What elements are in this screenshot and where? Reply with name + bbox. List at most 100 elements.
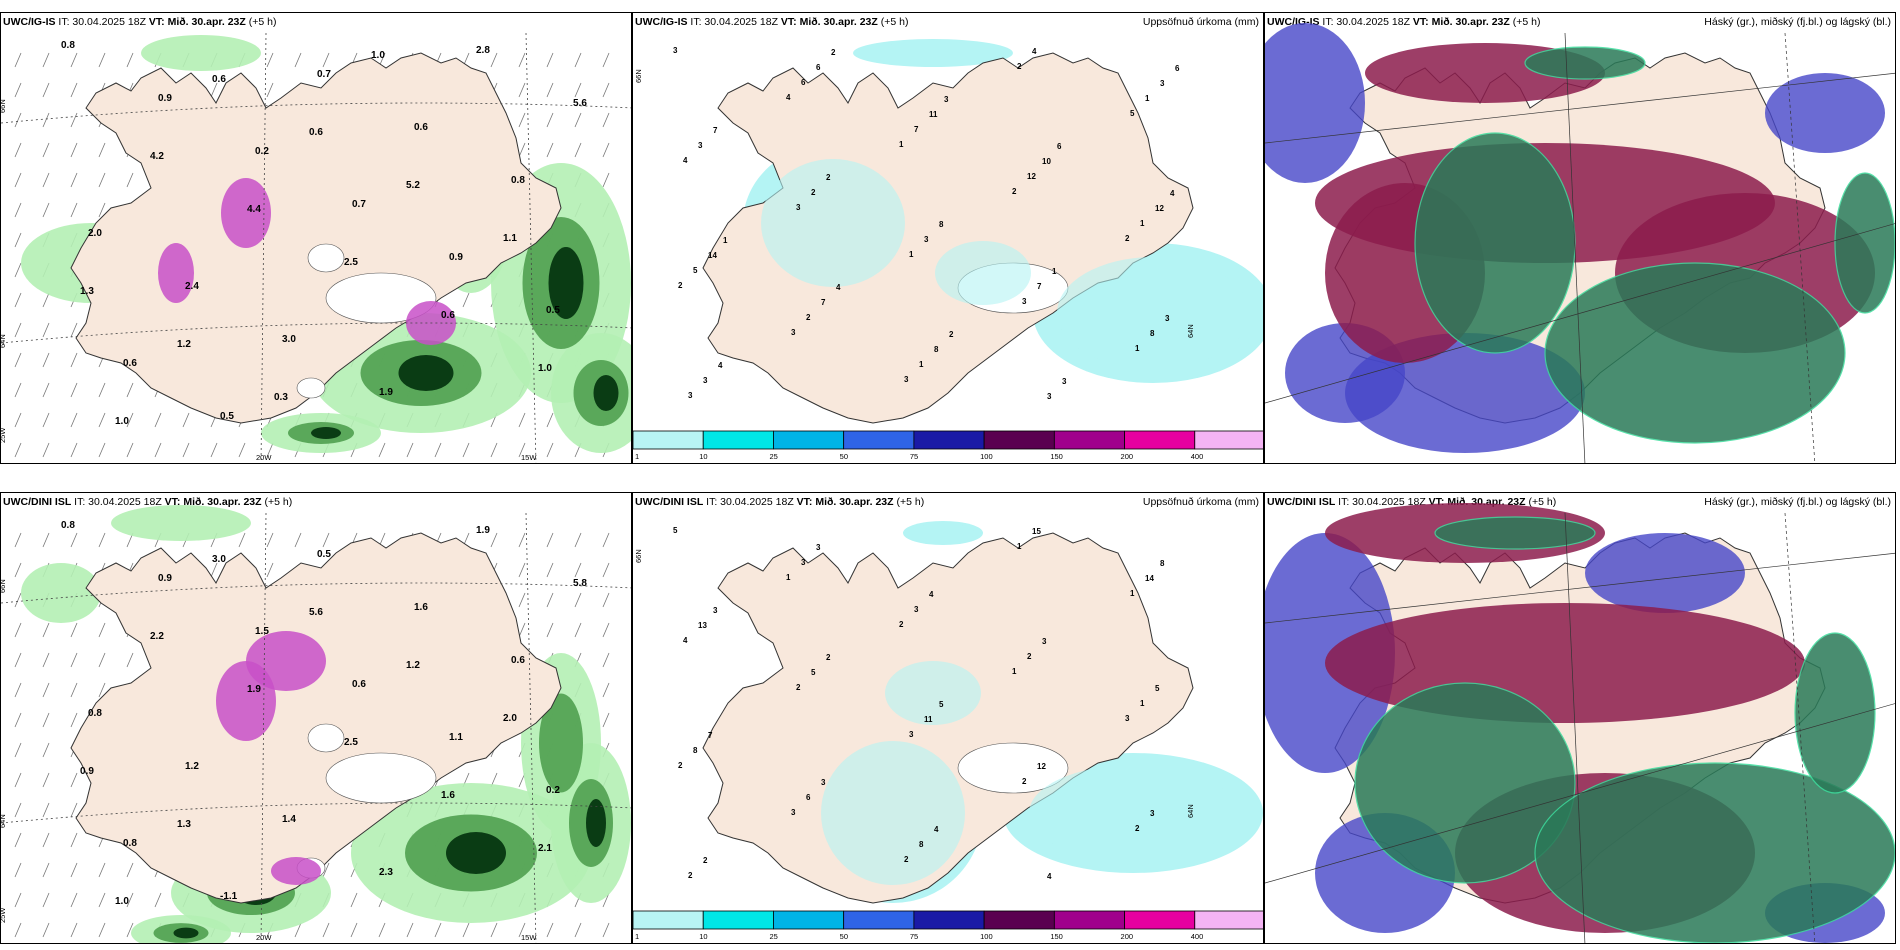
- wind-value-label: 5.8: [573, 578, 587, 589]
- wind-barb: [14, 682, 22, 698]
- wind-barb: [14, 382, 22, 398]
- grid-line: [1265, 72, 1895, 144]
- precip-value-label: 4: [683, 636, 688, 645]
- wind-value-label: 0.6: [414, 122, 428, 133]
- precip-value-label: 1: [1145, 94, 1150, 103]
- wind-value-label: 0.9: [158, 93, 172, 104]
- wind-barb: [70, 652, 78, 668]
- precip-map: 3412223325431313671215214132378361110121…: [633, 39, 1263, 461]
- high-cloud: [1354, 682, 1576, 884]
- map-layers: [1265, 503, 1895, 943]
- wind-barb: [406, 442, 414, 458]
- precip-value-label: 4: [718, 361, 723, 370]
- precip-value-label: 3: [673, 46, 678, 55]
- wind-barb: [238, 442, 246, 458]
- precip-area-overlay: [885, 661, 981, 725]
- wind-barb: [294, 532, 302, 548]
- precip-value-label: 2: [678, 281, 683, 290]
- wind-barb: [546, 622, 554, 638]
- precip-area-overlay: [821, 741, 965, 885]
- colorbar-swatch: [913, 430, 985, 450]
- precip-value-label: 2: [1017, 62, 1022, 71]
- wind-value-label: 1.3: [177, 819, 191, 830]
- snow-area: [271, 857, 321, 885]
- wind-barb: [98, 442, 106, 458]
- wind-value-label: 0.5: [317, 549, 331, 560]
- wind-barb: [42, 172, 50, 188]
- colorbar-tick-label: 200: [1121, 932, 1134, 941]
- precip-value-label: 2: [1027, 652, 1032, 661]
- wind-barb: [546, 442, 554, 458]
- wind-barb: [546, 412, 554, 428]
- precip-value-label: 6: [1057, 142, 1062, 151]
- precip-value-label: 2: [826, 653, 831, 662]
- wind-value-label: 0.2: [546, 785, 560, 796]
- wind-value-label: 0.9: [449, 252, 463, 263]
- wind-map: 66N 64N 20W 15W 25W 0.8 0.9 1.5 0.6 1.1 0.2 0.8 -1.1…: [1, 505, 631, 943]
- wind-barb: [546, 922, 554, 938]
- wind-value-label: 2.8: [476, 45, 490, 56]
- longitude-line: [525, 32, 537, 463]
- wind-barb: [70, 622, 78, 638]
- precip-value-label: 14: [708, 251, 717, 260]
- wind-value-label: 2.5: [344, 257, 358, 268]
- map-layers: 66N 64N 20W 15W 25W 0.8 0.9 1.5 0.6 1.1 0.2 0.8 -1.1…: [1, 505, 631, 943]
- wind-barb: [602, 922, 610, 938]
- wind-barb: [42, 832, 50, 848]
- precip-value-label: 1: [1130, 589, 1135, 598]
- precip-title: Uppsöfnuð úrkoma (mm): [1142, 16, 1259, 28]
- precip-value-label: 12: [1027, 172, 1036, 181]
- wind-barb: [42, 802, 50, 818]
- wind-barb: [602, 682, 610, 698]
- wind-barb: [42, 532, 50, 548]
- colorbar-swatch: [843, 430, 915, 450]
- wind-value-label: 0.7: [352, 199, 366, 210]
- precip-area-overlay: [935, 241, 1031, 305]
- wind-barb: [14, 802, 22, 818]
- wind-barb: [14, 82, 22, 98]
- precip-area-heavy: [586, 799, 606, 847]
- wind-barb: [518, 562, 526, 578]
- wind-barb: [462, 442, 470, 458]
- wind-barb: [42, 682, 50, 698]
- wind-value-label: 0.3: [274, 392, 288, 403]
- colorbar-swatch: [1124, 430, 1196, 450]
- colorbar-tick-label: 10: [699, 932, 707, 941]
- precip-value-label: 13: [698, 621, 707, 630]
- precip-value-label: 5: [811, 668, 816, 677]
- precip-value-label: 6: [806, 793, 811, 802]
- wind-value-label: 5.2: [406, 180, 420, 191]
- glacier: [296, 377, 326, 399]
- panel-header: UWC/IG-IS IT: 30.04.2025 18Z VT: Mið. 30…: [1267, 16, 1541, 28]
- wind-barb: [98, 652, 106, 668]
- precip-value-label: 2: [806, 313, 811, 322]
- wind-map: 66N 64N 20W 15W 25W 0.8 0.9 0.2 0.7 0.9 0.5 0.6 0.5 0…: [1, 32, 631, 463]
- precip-value-label: 3: [1047, 392, 1052, 401]
- wind-barb: [70, 52, 78, 68]
- wind-value-label: 1.0: [115, 416, 129, 427]
- high-cloud: [1834, 172, 1895, 314]
- colorbar-swatch: [1124, 910, 1196, 930]
- panel-header: UWC/DINI ISL IT: 30.04.2025 18Z VT: Mið.…: [635, 496, 925, 508]
- wind-barb: [98, 532, 106, 548]
- wind-barb: [42, 292, 50, 308]
- cloud-map: [1265, 503, 1895, 943]
- precip-value-label: 3: [1042, 637, 1047, 646]
- colorbar-tick-label: 50: [840, 932, 848, 941]
- wind-barb: [126, 892, 134, 908]
- wind-barb: [378, 442, 386, 458]
- low-cloud: [1765, 73, 1885, 153]
- precip-value-label: 8: [1160, 559, 1165, 568]
- wind-barb: [70, 862, 78, 878]
- wind-barb: [602, 652, 610, 668]
- wind-barb: [602, 112, 610, 128]
- precip-value-label: 4: [836, 283, 841, 292]
- wind-value-label: 1.2: [177, 339, 191, 350]
- wind-barb: [518, 142, 526, 158]
- high-cloud: [1414, 132, 1576, 354]
- colorbar-tick-label: 150: [1050, 932, 1063, 941]
- precip-area-heavy: [593, 375, 619, 411]
- precip-area-heavy: [548, 247, 584, 319]
- wind-barb: [518, 442, 526, 458]
- precip-value-label: 2: [1135, 824, 1140, 833]
